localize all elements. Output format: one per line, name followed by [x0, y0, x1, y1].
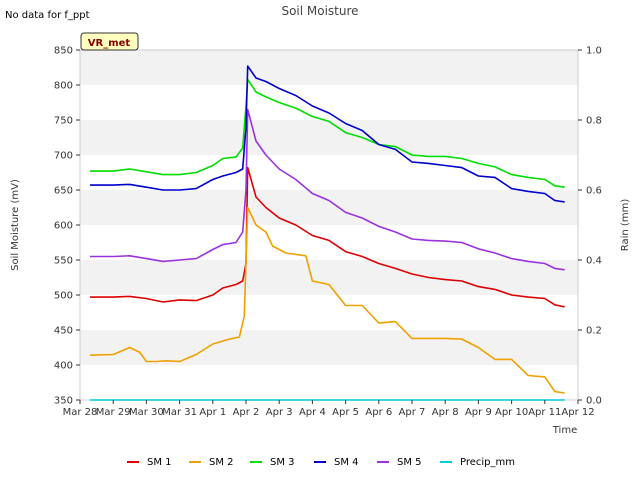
y-tick-label: 650: [54, 186, 73, 197]
y-tick-label: 750: [54, 116, 73, 127]
x-tick-label: Apr 9: [465, 407, 492, 418]
y2-tick-label: 0.4: [586, 256, 602, 267]
y2-axis-ticks: 0.0 0.2 0.4 0.6 0.8 1.0: [578, 46, 602, 407]
series-line-sm-2: [89, 206, 565, 394]
background-band: [80, 190, 578, 225]
background-band: [80, 260, 578, 295]
x-tick-label: Apr 7: [399, 407, 426, 418]
legend-label: SM 1: [147, 457, 172, 468]
y-axis-label: Soil Moisture (mV): [10, 179, 21, 271]
legend-label: SM 2: [209, 457, 234, 468]
x-tick-label: Apr 3: [266, 407, 293, 418]
legend-label: SM 5: [397, 457, 422, 468]
background-band: [80, 365, 578, 400]
x-axis-label: Time: [552, 425, 577, 436]
background-band: [80, 120, 578, 155]
background-band: [80, 295, 578, 330]
x-tick-label: Apr 4: [299, 407, 326, 418]
x-tick-label: Mar 28: [63, 407, 98, 418]
x-tick-label: Apr 10: [495, 407, 528, 418]
background-band: [80, 50, 578, 85]
y-tick-label: 850: [54, 46, 73, 57]
background-band: [80, 155, 578, 190]
y2-tick-label: 0.0: [586, 396, 602, 407]
y-tick-label: 550: [54, 256, 73, 267]
legend-label: SM 3: [270, 457, 295, 468]
y-tick-label: 350: [54, 396, 73, 407]
x-tick-label: Apr 12: [561, 407, 594, 418]
y2-axis-label: Rain (mm): [620, 199, 631, 252]
x-tick-label: Apr 1: [199, 407, 226, 418]
x-tick-label: Apr 8: [432, 407, 459, 418]
y-tick-label: 700: [54, 151, 73, 162]
x-tick-label: Apr 5: [332, 407, 359, 418]
plot-background-bands: [80, 50, 578, 400]
y-tick-label: 400: [54, 361, 73, 372]
site-badge-box: [80, 32, 139, 51]
no-data-notice: No data for f_ppt: [5, 10, 90, 21]
background-band: [80, 85, 578, 120]
y2-tick-label: 1.0: [586, 46, 602, 57]
site-badge: VR_met: [80, 32, 139, 51]
chart-title: Soil Moisture: [281, 4, 358, 18]
series-line-sm-3: [90, 78, 565, 188]
y2-tick-label: 0.8: [586, 116, 602, 127]
x-tick-label: Mar 29: [96, 407, 131, 418]
series-line-sm-1: [90, 166, 565, 308]
series-line-sm-4: [90, 65, 565, 203]
x-tick-label: Mar 31: [162, 407, 197, 418]
site-badge-label: VR_met: [88, 38, 131, 49]
legend: SM 1 SM 2 SM 3 SM 4 SM 5 Precip_mm: [127, 457, 515, 468]
x-tick-label: Apr 6: [365, 407, 392, 418]
legend-label: Precip_mm: [460, 457, 515, 468]
y-axis-ticks: 350 400 450 500 550 600 650 700 750 800 850: [54, 46, 80, 407]
x-tick-label: Apr 2: [233, 407, 260, 418]
x-tick-label: Mar 30: [129, 407, 164, 418]
series-line-sm-5: [90, 108, 565, 271]
y-tick-label: 500: [54, 291, 73, 302]
y-tick-label: 600: [54, 221, 73, 232]
y2-tick-label: 0.2: [586, 326, 602, 337]
y2-tick-label: 0.6: [586, 186, 602, 197]
y-tick-label: 450: [54, 326, 73, 337]
background-band: [80, 225, 578, 260]
legend-label: SM 4: [334, 457, 359, 468]
y-tick-label: 800: [54, 81, 73, 92]
x-tick-label: Apr 11: [528, 407, 561, 418]
series-lines: [89, 65, 565, 401]
